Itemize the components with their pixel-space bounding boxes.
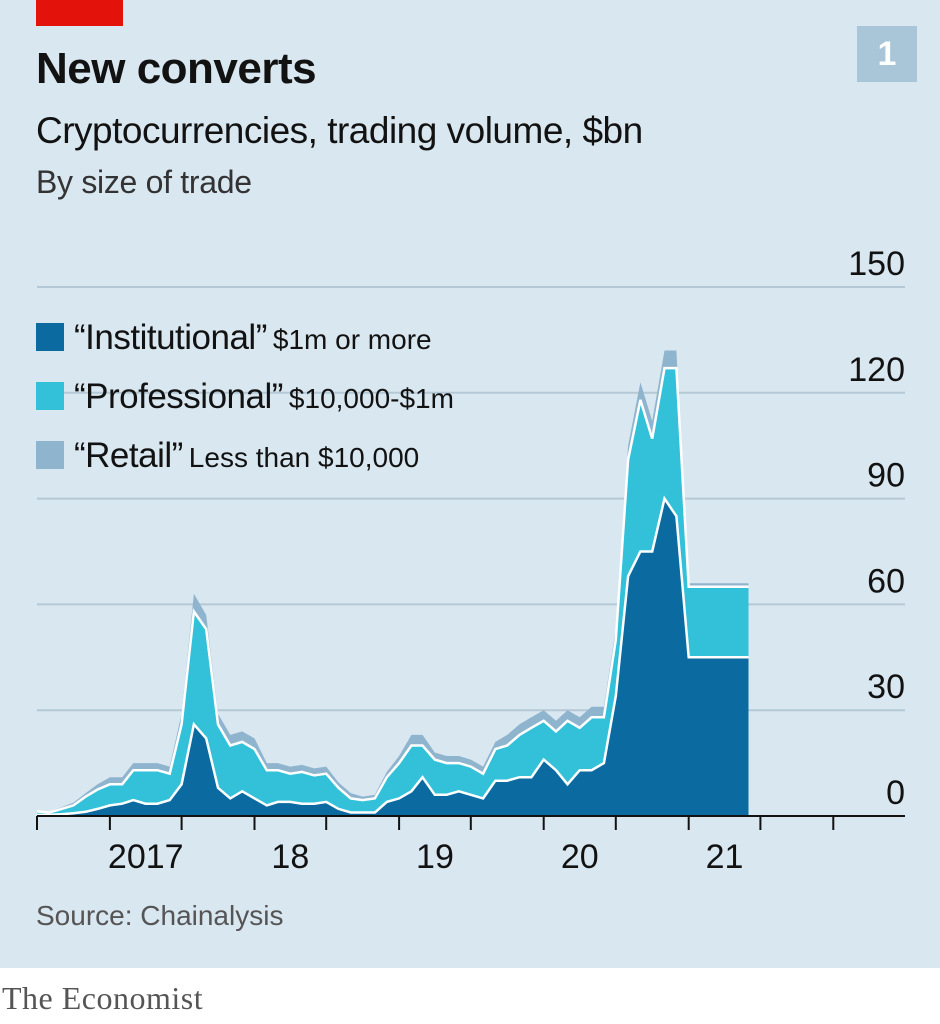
y-tick-label-90: 90 — [867, 457, 905, 495]
legend-swatch-institutional — [36, 323, 64, 351]
y-tick-label-30: 30 — [867, 668, 905, 706]
stacked-areas — [36, 350, 749, 817]
legend-range-institutional: $1m or more — [272, 324, 432, 355]
chart-number-badge: 1 — [857, 26, 917, 82]
y-tick-label-120: 120 — [848, 351, 905, 389]
legend-item-institutional: “Institutional” $1m or more — [36, 318, 432, 358]
x-tick-label-3: 20 — [561, 838, 599, 876]
legend-swatch-retail — [36, 441, 64, 469]
y-tick-label-0: 0 — [886, 774, 905, 812]
legend-label-institutional: “Institutional” — [74, 318, 267, 357]
chart-panel: 1 New converts Cryptocurrencies, trading… — [0, 0, 940, 968]
x-tick-label-1: 18 — [271, 838, 309, 876]
legend-swatch-professional — [36, 382, 64, 410]
legend-range-professional: $10,000-$1m — [288, 383, 454, 414]
series-separator-1 — [36, 366, 749, 814]
x-axis: 2017 18 19 20 21 — [36, 815, 905, 876]
x-tick-label-4: 21 — [706, 838, 744, 876]
legend-item-professional: “Professional” $10,000-$1m — [36, 377, 454, 417]
area-chart: 0 30 60 90 120 150 2017 18 19 20 21 — [36, 245, 905, 876]
chart-title: New converts — [36, 44, 317, 93]
x-tick-label-2: 19 — [416, 838, 454, 876]
source-note: Source: Chainalysis — [36, 900, 284, 931]
legend-label-retail: “Retail” — [74, 436, 183, 475]
series-separator-0 — [37, 495, 749, 817]
legend-range-retail: Less than $10,000 — [188, 442, 420, 473]
red-accent-tag — [36, 0, 123, 26]
y-tick-label-150: 150 — [848, 245, 905, 283]
chart-subtitle-secondary: By size of trade — [36, 164, 252, 200]
publisher-wordmark: The Economist — [2, 980, 204, 1016]
legend-label-professional: “Professional” — [74, 377, 283, 416]
gridlines: 0 30 60 90 120 150 — [37, 245, 905, 812]
y-tick-label-60: 60 — [867, 562, 905, 600]
legend-item-retail: “Retail” Less than $10,000 — [36, 436, 419, 476]
chart-subtitle: Cryptocurrencies, trading volume, $bn — [36, 110, 643, 151]
x-tick-label-0: 2017 — [108, 838, 184, 876]
